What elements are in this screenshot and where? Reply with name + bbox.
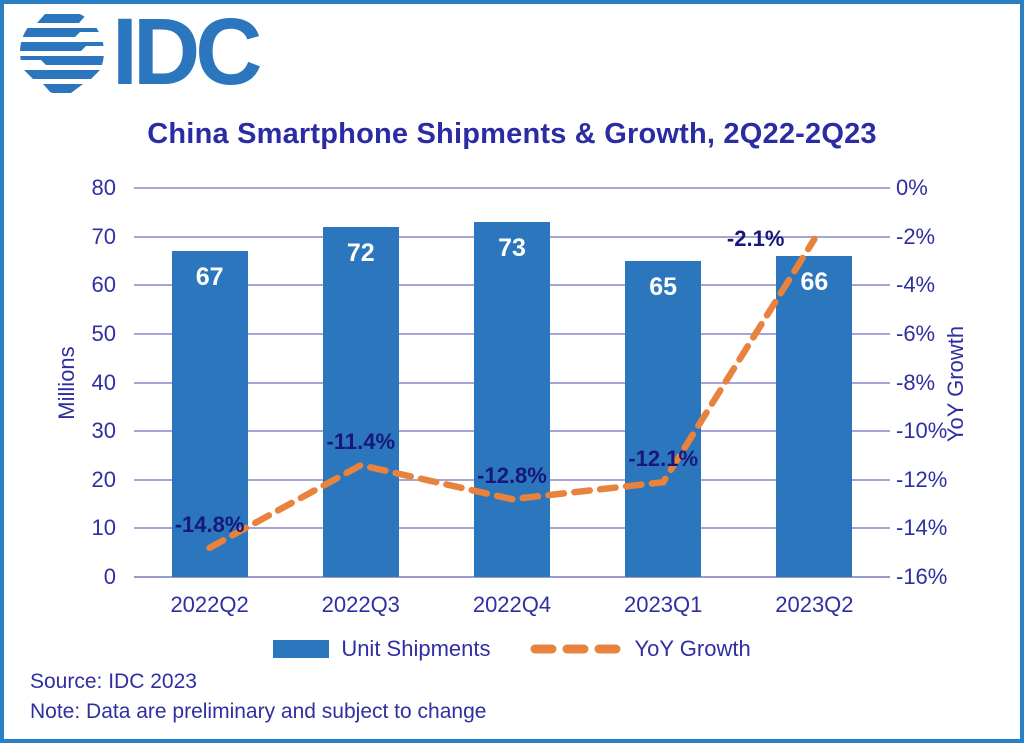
yoy-label-2022Q3: -11.4% [326, 429, 396, 455]
bar-2022Q3: 72 [322, 226, 399, 577]
x-axis-label-2023Q1: 2023Q1 [624, 592, 703, 617]
x-axis-label-2023Q2: 2023Q2 [775, 592, 854, 617]
bar-value-label: 72 [346, 238, 375, 267]
note-text: Note: Data are preliminary and subject t… [30, 700, 487, 723]
right-tick-label: -12% [896, 466, 948, 492]
x-axis-label-2022Q3: 2022Q3 [321, 592, 400, 617]
bar-value-label: 67 [195, 263, 224, 292]
left-tick-label: 50 [91, 320, 116, 346]
right-tick-label: 0% [896, 175, 928, 200]
bar-value-label: 66 [800, 268, 829, 297]
left-tick-label: 70 [91, 223, 116, 249]
yoy-label-2023Q1: -12.1% [628, 446, 699, 472]
right-tick-label: -8% [896, 369, 936, 395]
left-tick-label: 30 [91, 418, 116, 444]
plot-area: 67 72 73 65 66 -14.8% -11.4% -12.8% -12.1% -2.1% [134, 187, 890, 578]
gridline [134, 187, 890, 189]
legend-item-unit-shipments: Unit Shipments [273, 636, 491, 662]
x-axis-label-2022Q2: 2022Q2 [170, 592, 249, 617]
bar-value-label: 73 [498, 234, 526, 263]
right-tick-label: -10% [896, 418, 948, 444]
left-tick-label: 80 [91, 175, 116, 200]
legend-label-unit-shipments: Unit Shipments [341, 636, 491, 661]
bar-value-label: 65 [649, 272, 678, 301]
gridline [134, 576, 890, 578]
left-tick-label: 20 [91, 466, 116, 492]
idc-logo-text: IDC [112, 0, 263, 105]
left-tick-label: 40 [91, 369, 116, 395]
left-tick-label: 0 [103, 564, 116, 589]
bar-swatch-icon [273, 640, 330, 658]
yoy-label-2022Q2: -14.8% [174, 511, 245, 537]
right-tick-label: -6% [896, 320, 936, 346]
x-axis-label-2022Q4: 2022Q4 [472, 592, 552, 617]
idc-logo: IDC [20, 0, 263, 105]
legend: Unit Shipments YoY Growth [4, 636, 1020, 662]
legend-label-yoy-growth: YoY Growth [634, 636, 751, 661]
yoy-label-2022Q4: -12.8% [477, 463, 547, 489]
bar-2022Q2: 67 [171, 251, 248, 577]
right-tick-label: -4% [896, 272, 936, 298]
left-tick-label: 10 [91, 515, 116, 541]
idc-globe-icon [20, 14, 104, 93]
source-text: Source: IDC 2023 [30, 670, 197, 693]
bar-2023Q1: 65 [625, 260, 702, 577]
right-tick-label: -16% [896, 564, 948, 589]
yoy-growth-line [206, 235, 818, 552]
legend-item-yoy-growth: YoY Growth [529, 636, 751, 662]
right-tick-label: -2% [896, 223, 936, 249]
bar-2023Q2: 66 [776, 256, 853, 577]
bar-2022Q4: 73 [474, 222, 550, 577]
dash-swatch-icon [530, 644, 621, 654]
yoy-label-2023Q2: -2.1% [726, 226, 785, 252]
left-tick-label: 60 [91, 272, 116, 298]
right-tick-label: -14% [896, 515, 948, 541]
chart-title: China Smartphone Shipments & Growth, 2Q2… [147, 118, 877, 150]
